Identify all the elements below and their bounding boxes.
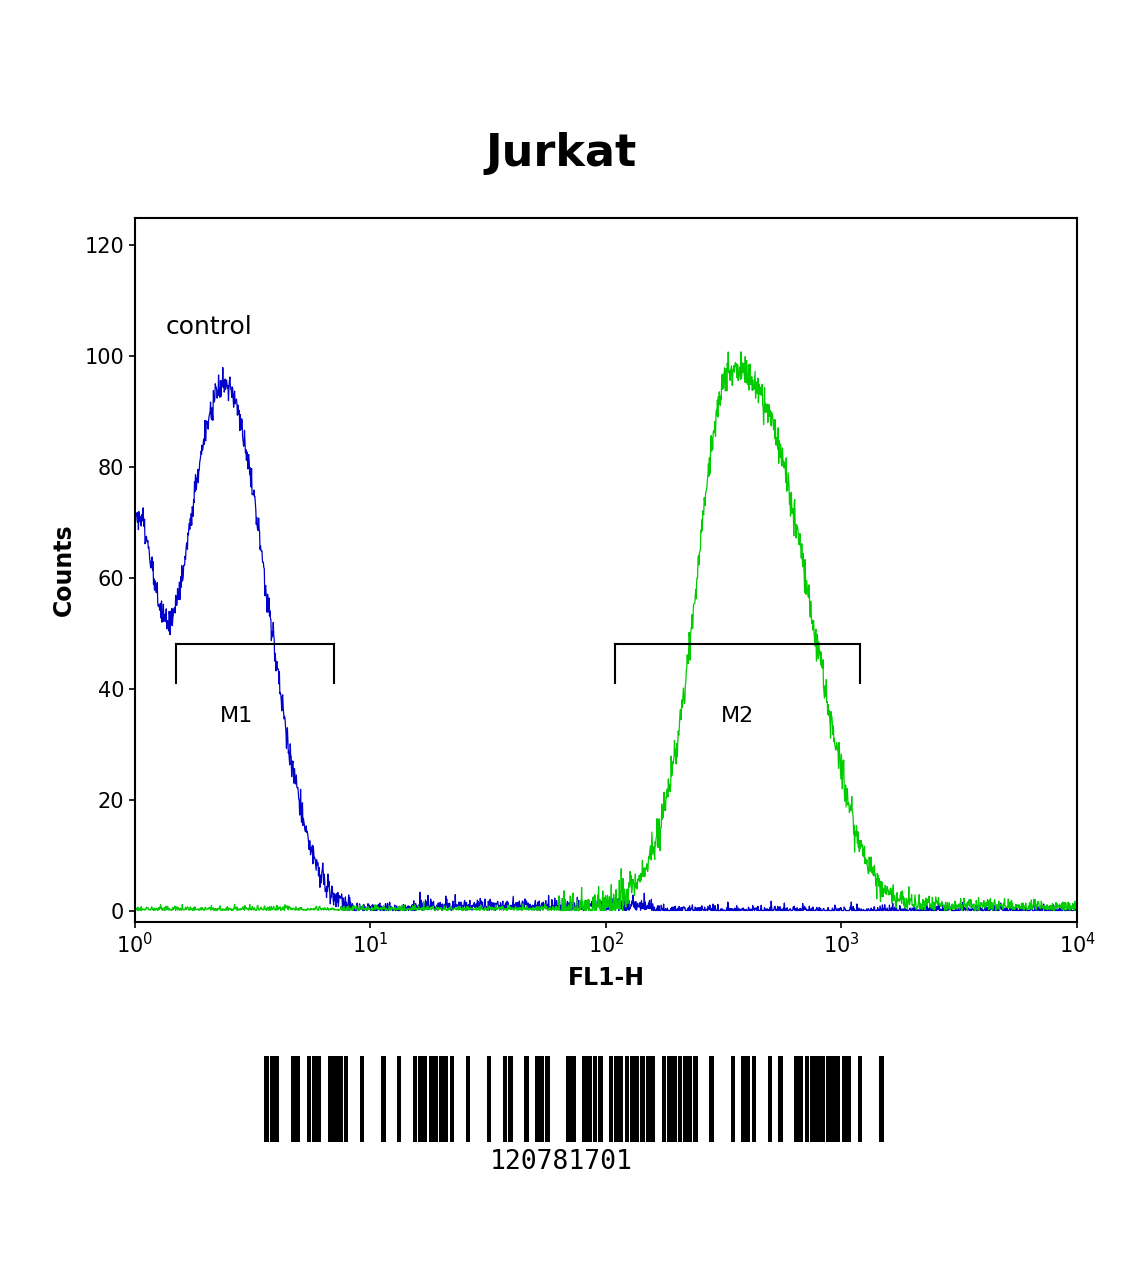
Bar <box>779 1056 783 1142</box>
Bar <box>328 1056 332 1142</box>
Y-axis label: Counts: Counts <box>52 524 76 616</box>
Bar <box>413 1056 417 1142</box>
Bar <box>614 1056 624 1142</box>
Bar <box>730 1056 735 1142</box>
Bar <box>709 1056 714 1142</box>
Bar <box>397 1056 402 1142</box>
Bar <box>429 1056 438 1142</box>
Bar <box>608 1056 614 1142</box>
Bar <box>683 1056 692 1142</box>
X-axis label: FL1-H: FL1-H <box>568 965 644 989</box>
Bar <box>582 1056 587 1142</box>
Bar <box>508 1056 513 1142</box>
Bar <box>879 1056 883 1142</box>
Bar <box>641 1056 645 1142</box>
Bar <box>439 1056 449 1142</box>
Bar <box>804 1056 809 1142</box>
Bar <box>767 1056 772 1142</box>
Text: 120781701: 120781701 <box>489 1149 633 1175</box>
Bar <box>826 1056 830 1142</box>
Bar <box>831 1056 840 1142</box>
Bar <box>503 1056 507 1142</box>
Bar <box>380 1056 386 1142</box>
Text: Jurkat: Jurkat <box>486 132 636 175</box>
Bar <box>592 1056 597 1142</box>
Bar <box>306 1056 312 1142</box>
Bar <box>842 1056 852 1142</box>
Bar <box>816 1056 825 1142</box>
Text: control: control <box>165 315 252 339</box>
Bar <box>567 1056 576 1142</box>
Bar <box>466 1056 470 1142</box>
Bar <box>419 1056 427 1142</box>
Bar <box>291 1056 301 1142</box>
Bar <box>524 1056 528 1142</box>
Bar <box>588 1056 592 1142</box>
Bar <box>810 1056 815 1142</box>
Bar <box>534 1056 544 1142</box>
Bar <box>265 1056 269 1142</box>
Bar <box>487 1056 491 1142</box>
Bar <box>450 1056 454 1142</box>
Bar <box>269 1056 279 1142</box>
Bar <box>857 1056 863 1142</box>
Bar <box>666 1056 672 1142</box>
Bar <box>629 1056 640 1142</box>
Bar <box>598 1056 603 1142</box>
Bar <box>360 1056 365 1142</box>
Bar <box>646 1056 655 1142</box>
Bar <box>625 1056 629 1142</box>
Bar <box>794 1056 803 1142</box>
Bar <box>742 1056 751 1142</box>
Bar <box>678 1056 682 1142</box>
Bar <box>312 1056 321 1142</box>
Bar <box>752 1056 756 1142</box>
Bar <box>672 1056 677 1142</box>
Text: M2: M2 <box>721 707 754 726</box>
Bar <box>343 1056 349 1142</box>
Text: M1: M1 <box>220 707 252 726</box>
Bar <box>662 1056 666 1142</box>
Bar <box>545 1056 550 1142</box>
Bar <box>333 1056 342 1142</box>
Bar <box>693 1056 698 1142</box>
